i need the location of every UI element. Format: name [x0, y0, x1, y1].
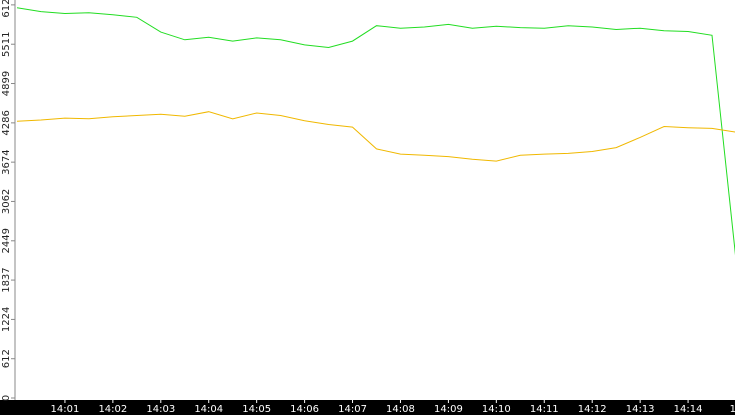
y-tick-label: 3062 [1, 189, 12, 214]
x-tick-label: 14:09 [434, 404, 463, 415]
x-tick-label: 14:07 [338, 404, 367, 415]
y-tick-label: 4286 [1, 110, 12, 135]
x-tick-label: 14:13 [626, 404, 655, 415]
series-line [16, 7, 735, 256]
y-tick-label: 6124 [1, 0, 12, 18]
y-tick-label: 1224 [1, 307, 12, 332]
series-line [16, 111, 735, 162]
x-tick-label: 14:02 [98, 404, 127, 415]
y-tick-label: 5511 [1, 32, 12, 57]
x-tick-label: 14:05 [242, 404, 271, 415]
x-tick-label: 14:06 [290, 404, 319, 415]
x-tick-label: 14:11 [530, 404, 559, 415]
x-tick-label: 14:08 [386, 404, 415, 415]
x-tick-label: 14:14 [674, 404, 703, 415]
y-tick-label: 1837 [1, 267, 12, 292]
x-tick-label: 14:04 [194, 404, 223, 415]
y-tick-label: 4899 [1, 71, 12, 96]
x-tick-label: 14:03 [146, 404, 175, 415]
x-axis-band [0, 400, 735, 415]
y-tick-label: 2449 [1, 228, 12, 253]
x-tick-label: 14:12 [578, 404, 607, 415]
y-tick-label: 0 [1, 395, 12, 401]
y-tick-label: 3674 [1, 149, 12, 174]
y-tick-label: 612 [1, 349, 12, 368]
x-tick-label: 14:01 [51, 404, 80, 415]
x-tick-label: 14 [730, 404, 735, 415]
x-tick-label: 14:10 [482, 404, 511, 415]
